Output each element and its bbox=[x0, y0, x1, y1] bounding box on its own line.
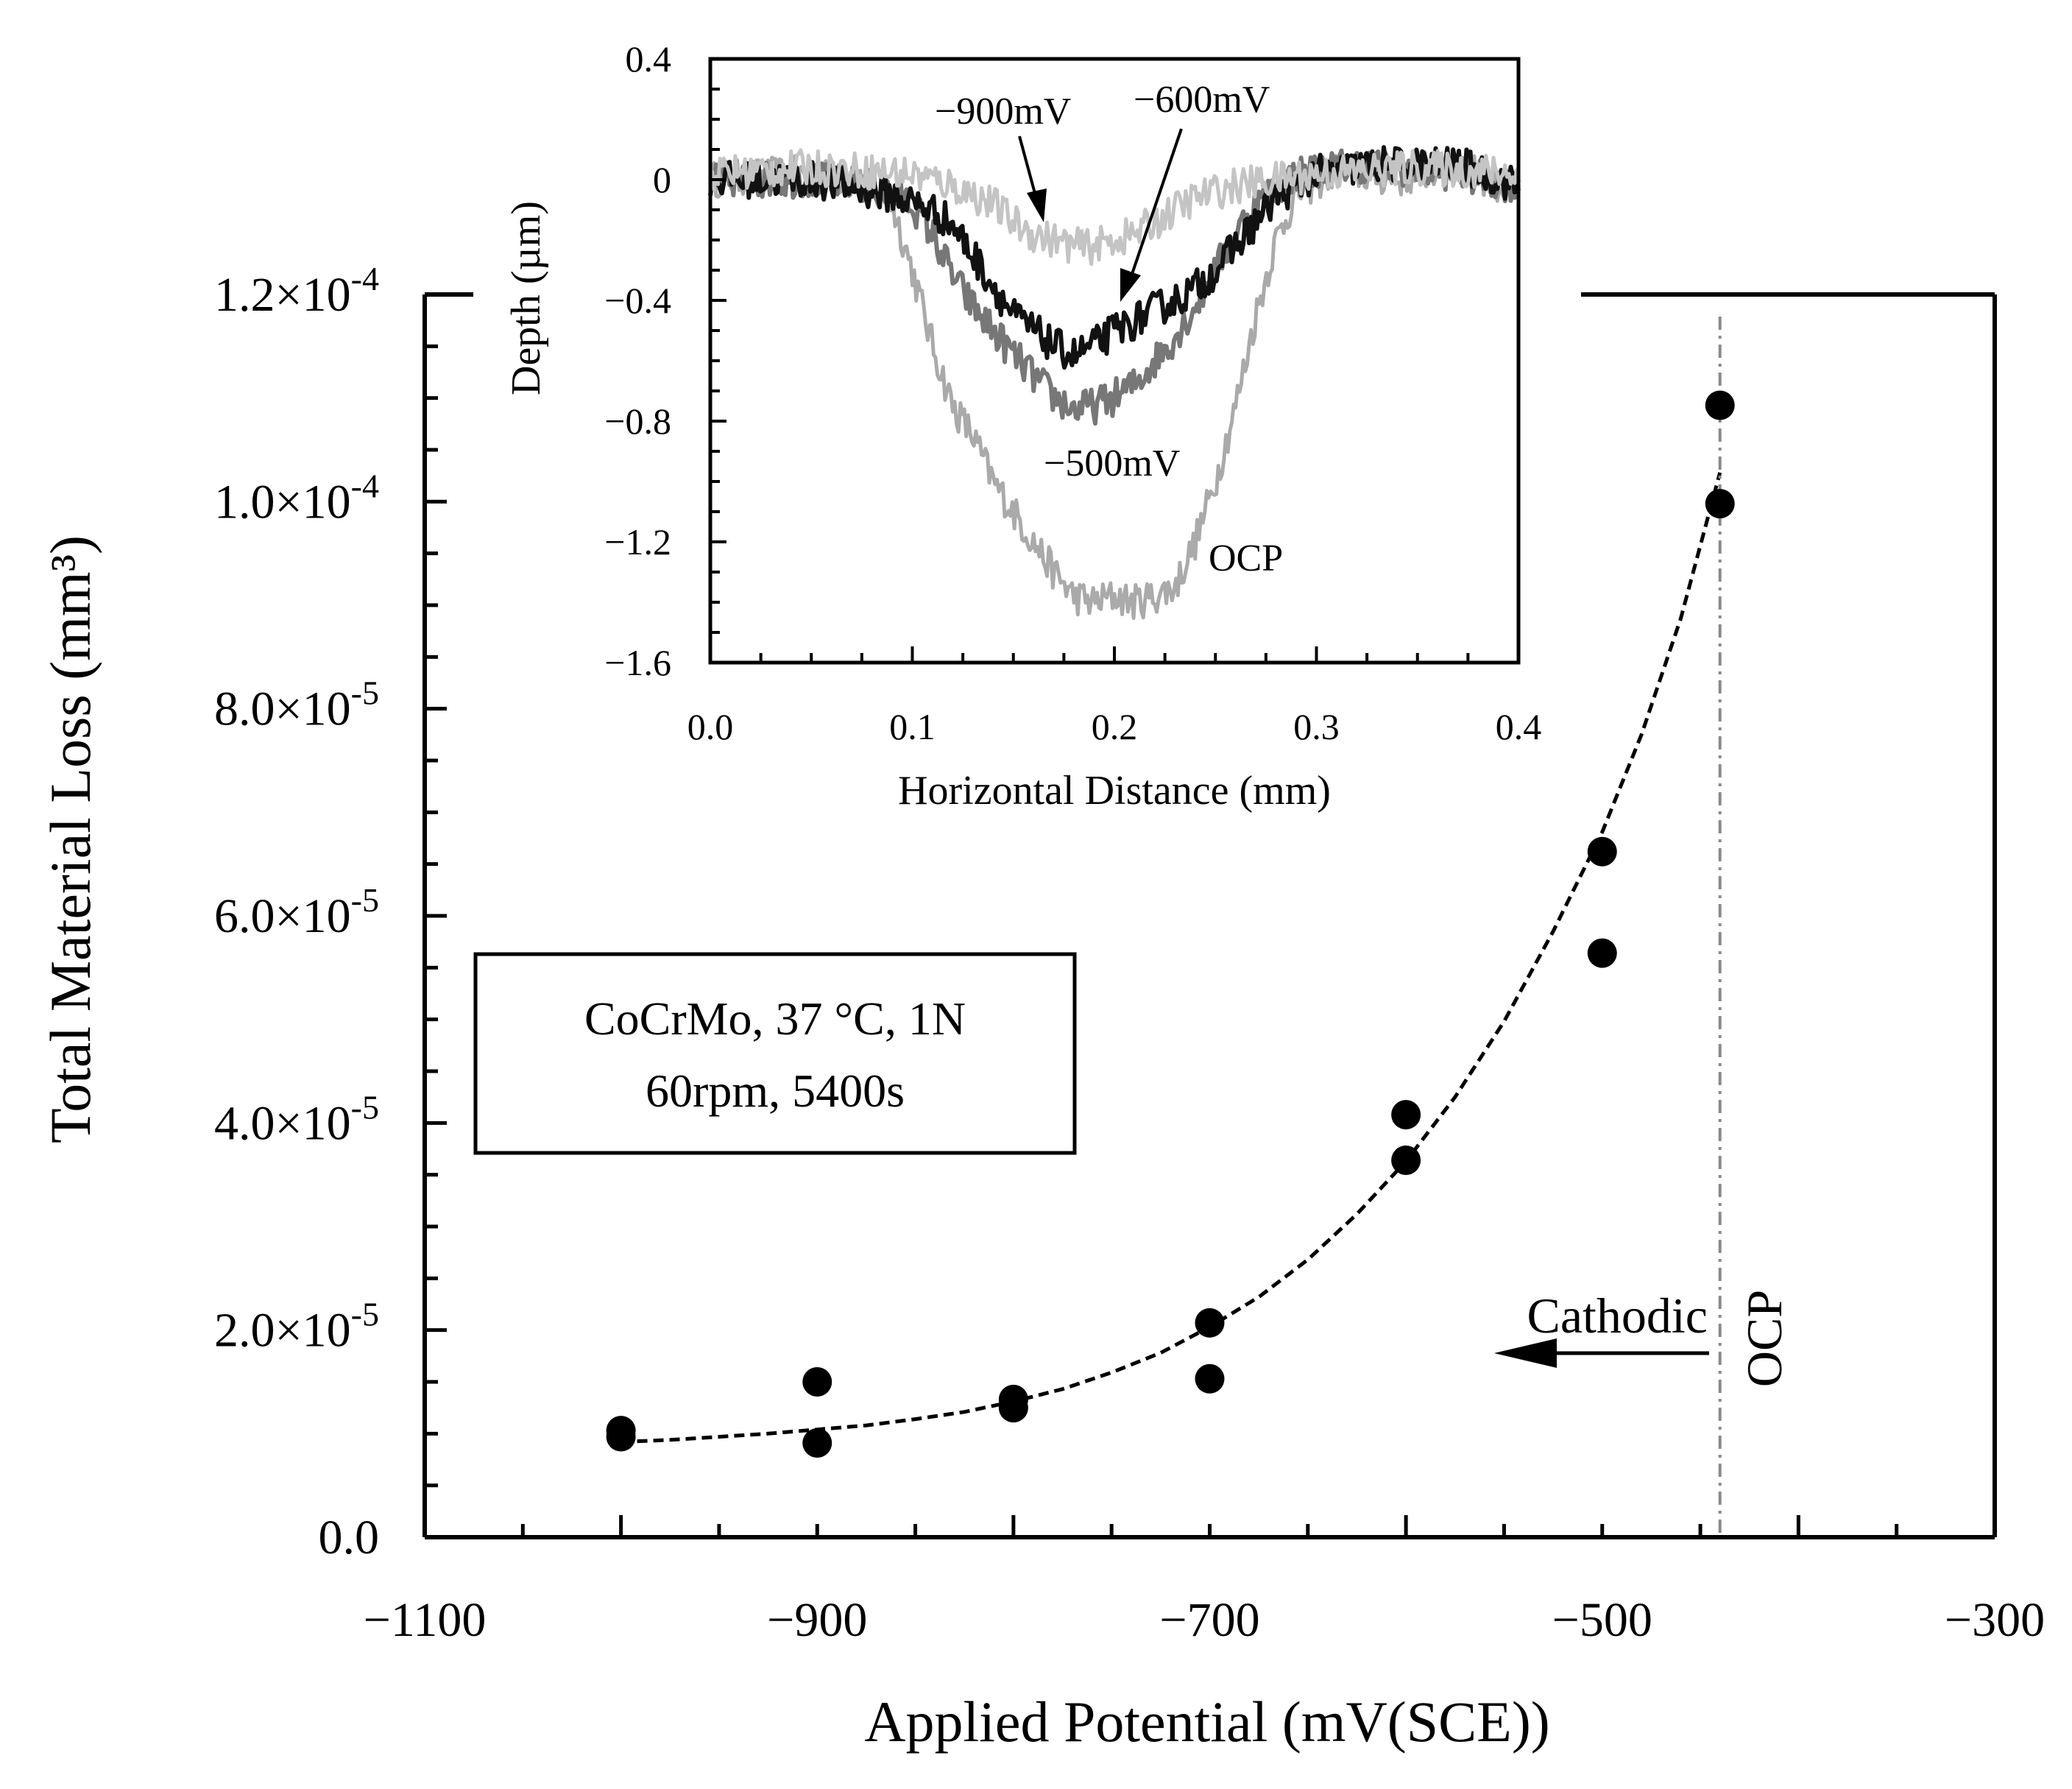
arrow-900mv bbox=[1018, 135, 1047, 222]
main-data-point bbox=[1587, 938, 1617, 968]
inset-y-tick-label: −0.8 bbox=[604, 401, 671, 442]
main-data-point bbox=[998, 1393, 1028, 1423]
main-y-tick-label: 1.0×10-4 bbox=[214, 467, 379, 529]
main-x-tick-label: −1100 bbox=[364, 1593, 487, 1647]
inset-x-tick-label: 0.1 bbox=[889, 706, 936, 747]
main-data-point bbox=[802, 1428, 832, 1458]
inset-x-tick-label: 0.2 bbox=[1092, 706, 1138, 747]
inset-y-ticks: 0.4 0 −0.4 −0.8 −1.2 −1.6 bbox=[604, 38, 726, 683]
inset-y-tick-label: 0 bbox=[653, 159, 671, 200]
main-data-point bbox=[1195, 1363, 1225, 1394]
main-x-tick-label: −900 bbox=[767, 1593, 867, 1647]
inset-x-ticks: 0.0 0.1 0.2 0.3 0.4 bbox=[687, 646, 1542, 747]
main-x-tick-label: −300 bbox=[1945, 1593, 2045, 1647]
arrow-600mv bbox=[1120, 128, 1183, 302]
info-box-line2: 60rpm, 5400s bbox=[646, 1065, 905, 1117]
inset-series-line bbox=[709, 148, 1520, 267]
main-x-tick-label: −700 bbox=[1159, 1593, 1259, 1647]
main-y-axis-label: Total Material Loss (mm³) bbox=[38, 535, 102, 1143]
main-x-tick-label: −500 bbox=[1552, 1593, 1652, 1647]
inset-x-tick-label: 0.3 bbox=[1293, 706, 1340, 747]
inset-series-line bbox=[708, 145, 1521, 370]
main-fit-line bbox=[620, 472, 1722, 1444]
main-data-point bbox=[802, 1367, 832, 1397]
inset-label-900mv: −900mV bbox=[935, 91, 1071, 133]
main-data-point bbox=[606, 1422, 636, 1452]
info-box-line1: CoCrMo, 37 °C, 1N bbox=[584, 992, 966, 1045]
inset-plot: 0.0 0.1 0.2 0.3 0.4 0.4 0 −0.4 −0.8 −1.2 −1.6 Hor… bbox=[503, 38, 1541, 814]
inset-y-tick-label: −1.6 bbox=[604, 642, 671, 683]
main-y-tick-label: 8.0×10-5 bbox=[214, 674, 379, 736]
main-y-tick-label: 6.0×10-5 bbox=[214, 881, 379, 943]
main-data-point bbox=[1705, 390, 1735, 420]
info-box bbox=[473, 952, 1077, 1155]
inset-label-ocp: OCP bbox=[1209, 537, 1283, 579]
cathodic-label: Cathodic bbox=[1527, 1288, 1708, 1344]
inset-y-tick-label: −1.2 bbox=[604, 521, 671, 562]
main-y-ticks: 0.0 2.0×10-5 4.0×10-5 6.0×10-5 8.0×10-5 1.0×1… bbox=[214, 260, 447, 1564]
main-x-axis-label: Applied Potential (mV(SCE)) bbox=[864, 1690, 1550, 1754]
main-y-tick-label: 0.0 bbox=[319, 1511, 380, 1564]
main-y-tick-label: 1.2×10-4 bbox=[214, 260, 379, 322]
main-data-point bbox=[1391, 1100, 1421, 1130]
inset-series bbox=[708, 145, 1521, 620]
cathodic-arrow bbox=[1494, 1338, 1709, 1368]
main-y-tick-label: 2.0×10-5 bbox=[214, 1296, 379, 1358]
ocp-line-label: OCP bbox=[1736, 1290, 1792, 1387]
inset-y-axis-label: Depth (µm) bbox=[503, 201, 549, 395]
main-fit-curve bbox=[620, 472, 1722, 1444]
main-data-point bbox=[1587, 836, 1617, 867]
main-data-point bbox=[1195, 1308, 1225, 1338]
main-points bbox=[606, 390, 1735, 1458]
main-data-point bbox=[1705, 489, 1735, 519]
inset-x-axis-label: Horizontal Distance (mm) bbox=[898, 768, 1331, 814]
main-data-point bbox=[1391, 1145, 1421, 1175]
inset-x-tick-label: 0.0 bbox=[687, 706, 734, 747]
inset-y-tick-label: −0.4 bbox=[604, 280, 671, 321]
inset-label-600mv: −600mV bbox=[1134, 79, 1270, 121]
main-x-ticks: −1100 −900 −700 −500 −300 bbox=[364, 1515, 2045, 1647]
inset-y-tick-label: 0.4 bbox=[626, 38, 672, 80]
inset-label-500mv: −500mV bbox=[1044, 442, 1180, 484]
main-y-tick-label: 4.0×10-5 bbox=[214, 1088, 379, 1150]
main-plot: −1100 −900 −700 −500 −300 0.0 2.0×10-5 4.0×10-… bbox=[38, 260, 2045, 1754]
inset-x-tick-label: 0.4 bbox=[1496, 706, 1542, 747]
